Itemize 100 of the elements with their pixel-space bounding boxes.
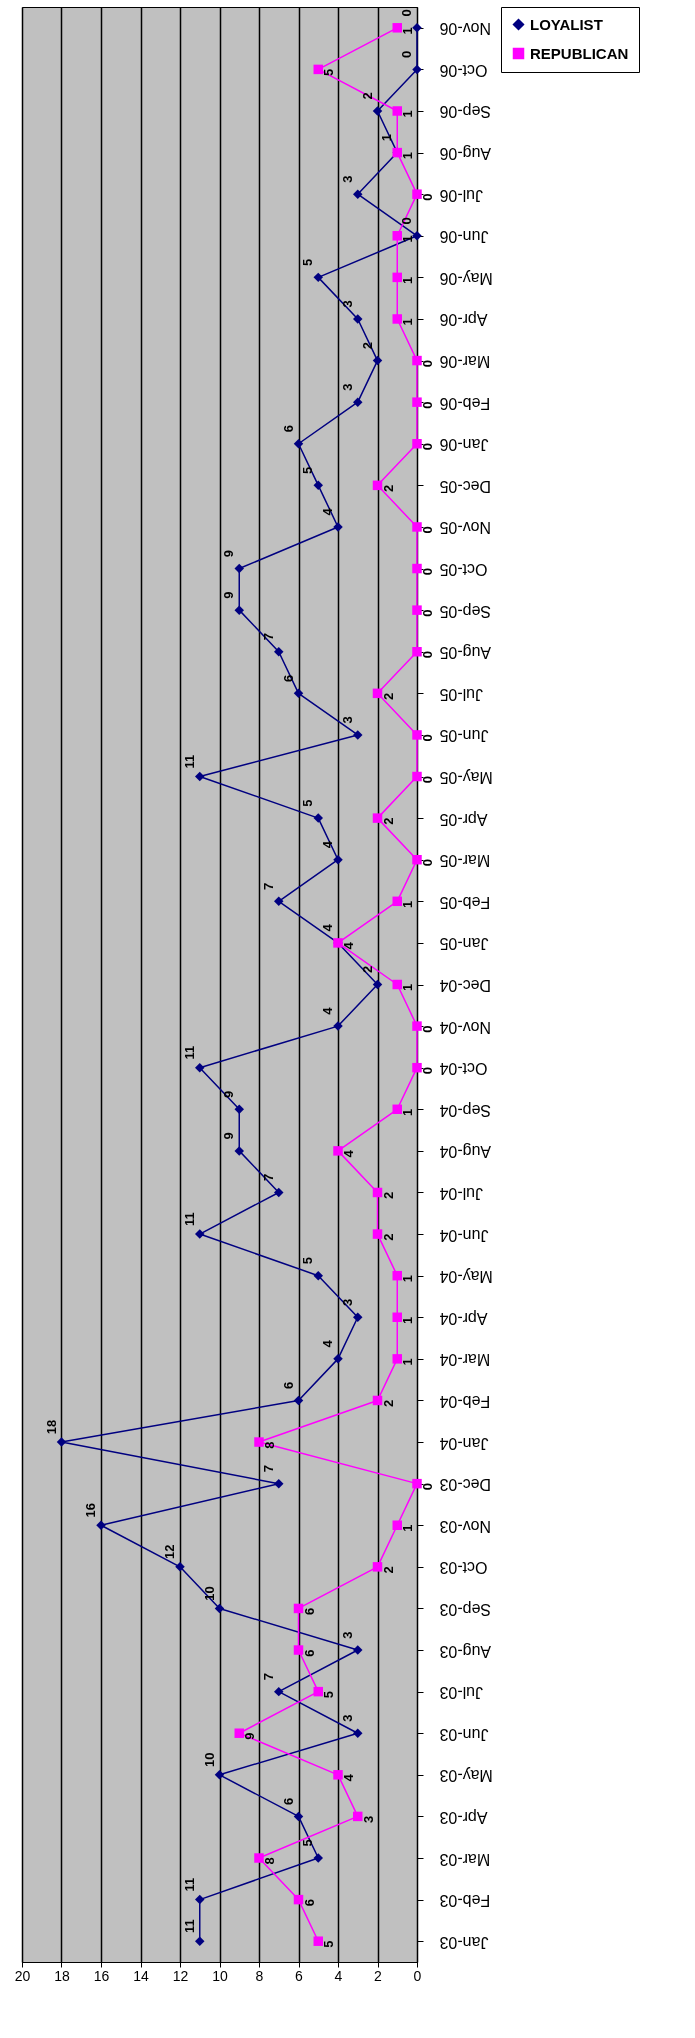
point: [313, 272, 323, 283]
point: [293, 1894, 304, 1905]
point: [313, 1686, 323, 1697]
data-label: 6: [280, 425, 296, 433]
point: [274, 1478, 284, 1489]
data-label: 5: [300, 1257, 316, 1265]
data-label: 2: [380, 484, 396, 492]
y-tick-label: Dec-04: [439, 977, 492, 994]
point: [372, 813, 383, 823]
y-tick-label: Feb-04: [439, 1392, 491, 1410]
data-label: 1: [400, 151, 416, 160]
data-label: 16: [83, 1503, 98, 1518]
data-label: 1: [400, 900, 416, 908]
data-label: 5: [321, 68, 337, 77]
data-label: 1: [400, 276, 416, 284]
data-label: 1: [400, 1316, 416, 1324]
data-label: 4: [341, 1773, 356, 1782]
data-label: 2: [359, 92, 375, 100]
data-label: 0: [420, 443, 435, 451]
data-label: 0: [420, 1067, 435, 1075]
data-label: 1: [400, 1524, 416, 1532]
data-label: 5: [300, 1839, 316, 1847]
point: [372, 1395, 383, 1406]
point: [392, 106, 402, 116]
y-tick-label: May-04: [439, 1268, 493, 1286]
y-tick-label: Jan-03: [439, 1933, 489, 1951]
data-label: 1: [400, 235, 416, 243]
data-label: 0: [420, 401, 435, 409]
y-tick-label: Sep-03: [439, 1600, 492, 1618]
y-tick-label: Apr-06: [439, 311, 488, 329]
point: [333, 1146, 343, 1156]
y-tick-label: Aug-05: [439, 644, 492, 662]
point: [293, 439, 304, 449]
data-label: 1: [400, 983, 416, 992]
data-label: 0: [420, 775, 435, 784]
data-label: 9: [221, 591, 237, 599]
data-label: 4: [320, 507, 335, 516]
data-label: 0: [399, 50, 414, 59]
y-tick-label: Nov-05: [439, 519, 492, 537]
point: [274, 646, 284, 657]
point: [412, 730, 422, 740]
data-label: 1: [400, 1358, 416, 1366]
data-label: 0: [420, 734, 435, 742]
y-tick-label: Jan-05: [439, 935, 489, 953]
point: [412, 563, 422, 574]
y-tick-label: Mar-06: [439, 353, 491, 371]
point: [333, 1770, 343, 1780]
point: [234, 1146, 244, 1156]
point: [412, 64, 422, 75]
data-label: 7: [260, 882, 276, 890]
point: [392, 896, 402, 907]
point: [234, 605, 244, 615]
point: [195, 771, 205, 782]
point: [293, 688, 304, 699]
data-label: 12: [162, 1544, 177, 1560]
y-tick-label: Jul-05: [439, 685, 484, 703]
y-tick-label: May-06: [439, 269, 493, 287]
data-label: 0: [420, 1025, 435, 1033]
data-label: 5: [321, 1940, 337, 1948]
point: [412, 1021, 422, 1031]
point: [234, 1104, 244, 1115]
point: [214, 1603, 225, 1614]
data-label: 3: [360, 1815, 376, 1824]
data-label: 11: [181, 754, 197, 769]
point: [56, 1437, 67, 1447]
point: [392, 1520, 402, 1530]
point: [392, 1270, 402, 1281]
data-label: 2: [380, 1566, 396, 1574]
point: [392, 1354, 402, 1364]
point: [412, 854, 422, 865]
point: [195, 1062, 205, 1073]
data-label: 6: [301, 1898, 317, 1907]
data-label: 0: [399, 217, 414, 225]
data-label: 3: [339, 383, 355, 391]
y-tick-label: Mar-04: [439, 1351, 491, 1369]
point: [412, 439, 422, 449]
x-tick-label: 20: [14, 1967, 31, 1984]
x-tick-label: 16: [93, 1967, 110, 1984]
point: [195, 1229, 205, 1239]
point: [274, 896, 284, 907]
data-label: 2: [359, 341, 375, 350]
point: [313, 1936, 323, 1946]
y-tick-label: Feb-06: [439, 394, 491, 412]
y-tick-label: Jun-03: [439, 1725, 489, 1743]
data-label: 11: [181, 1877, 197, 1892]
data-label: 2: [380, 1191, 396, 1200]
y-tick-label: Dec-03: [439, 1476, 492, 1494]
x-tick-label: 0: [413, 1967, 422, 1984]
data-label: 1: [400, 110, 416, 118]
y-tick-label: Jul-06: [439, 186, 484, 204]
data-label: 0: [420, 859, 435, 867]
data-label: 3: [339, 1714, 355, 1722]
data-label: 18: [43, 1419, 59, 1435]
point: [412, 771, 422, 782]
y-tick-label: Aug-03: [439, 1642, 492, 1660]
data-label: 0: [420, 567, 435, 576]
data-label: 3: [339, 1631, 355, 1639]
y-tick-label: Apr-03: [439, 1808, 488, 1826]
y-tick-label: Nov-04: [439, 1018, 492, 1036]
y-tick-label: Feb-05: [439, 893, 491, 911]
